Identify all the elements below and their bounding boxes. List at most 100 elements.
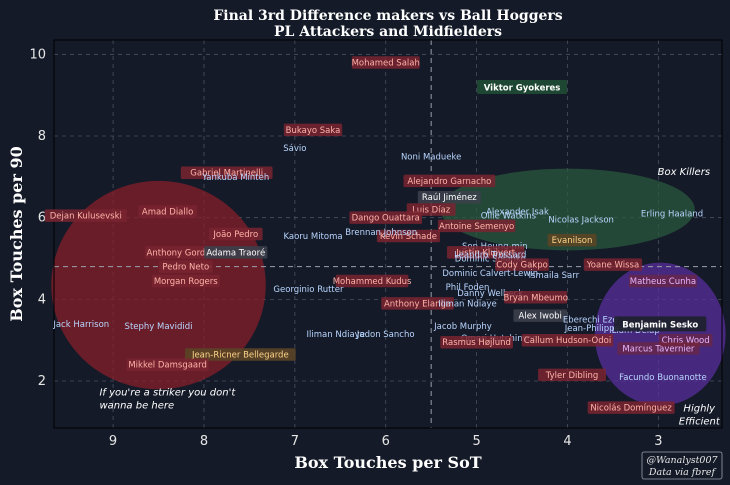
point-evanilson: Evanilson (552, 236, 593, 246)
point-tyler-dibling: Tyler Dibling (545, 371, 599, 381)
point-matheus-cunha: Matheus Cunha (630, 277, 696, 287)
point-noni-madueke: Noni Madueke (401, 152, 461, 162)
point-alexander-isak: Alexander Isak (486, 208, 549, 218)
point-jack-harrison: Jack Harrison (52, 320, 109, 330)
point-leandro-trossard: Leandro Trossard (454, 250, 526, 260)
point-label-bg-jean-ricner-bellegarde (184, 348, 296, 361)
point-label-bg-callum-hudson-odoi (521, 333, 614, 347)
point-label-bg-raul-jimenez (417, 190, 481, 204)
point-label-bg-mohamed-salah (351, 56, 420, 69)
point-ismaila-sarr: Ismaila Sarr (529, 271, 580, 281)
point-rasmus-h-jlund: Rasmus Højlund (442, 338, 511, 348)
point-iliman-ndiaye: Iliman Ndiaye (438, 299, 496, 309)
point-jean-ricner-bellegarde: Jean-Ricner Bellegarde (191, 350, 289, 360)
point-stephy-mavididi: Stephy Mavididi (125, 322, 193, 332)
point-dominic-solanke: Dominic Solanke (455, 254, 526, 264)
point-label-bg-morgan-rogers (151, 274, 220, 288)
point-justin-kluivert: Justin Kluivert (455, 248, 516, 258)
point-marcus-tavernier: Marcus Tavernier (622, 344, 695, 354)
point-nicolas-dominguez: Nicolás Domínguez (590, 404, 672, 414)
region-annotation-killers: Box Killers (658, 167, 710, 178)
region-annotation-striker: If you're a striker you don't wanna be he… (99, 387, 236, 411)
point-label-bg-alex-iwobi (513, 309, 568, 322)
point-yoane-wissa: Yoane Wissa (586, 261, 639, 271)
point-label-bg-dango-ouattara (349, 211, 423, 224)
point-label-bg-alejandro-garnacho (403, 174, 496, 188)
x-tick-label: 3 (654, 434, 662, 449)
point-bryan-mbeumo: Bryan Mbeumo (503, 293, 567, 303)
y-tick-label: 4 (38, 292, 46, 307)
point-callum-hudson-odoi: Callum Hudson-Odoi (524, 336, 611, 346)
point-label-bg-joao-pedro (208, 227, 263, 241)
point-brennan-johnson: Brennan Johnson (345, 228, 417, 238)
point-label-bg-rasmus-h-jlund (440, 335, 513, 349)
point-dominic-calvert-lewin: Dominic Calvert-Lewin (442, 269, 538, 279)
point-label-bg-bukayo-saka (283, 123, 343, 137)
plot-frame (53, 39, 723, 429)
point-mohammed-kudus: Mohammed Kudus (333, 277, 412, 287)
point-label-bg-bryan-mbeumo (504, 291, 568, 304)
point-label-bg-antoine-semenyo (437, 219, 516, 233)
point-label-bg-anthony-gordon (144, 246, 218, 259)
point-mohamed-salah: Mohamed Salah (352, 58, 420, 68)
point-luis-diaz: Luis Díaz (412, 205, 451, 215)
point-kaoru-mitoma: Kaoru Mitoma (283, 232, 342, 242)
point-ollie-watkins: Ollie Watkins (481, 212, 537, 222)
point-label-bg-benjamin-sesko (614, 316, 707, 332)
point-label-bg-pedro-neto (158, 260, 213, 273)
chart-title-line2: PL Attackers and Midfielders (274, 24, 502, 40)
point-label-bg-cody-gakpo (495, 258, 549, 271)
point-adama-traore: Adama Traoré (206, 247, 265, 258)
point-yankuba-minteh: Yankuba Minteh (201, 173, 269, 183)
point-eberechi-eze: Eberechi Eze (563, 316, 618, 326)
point-label-bg-evanilson (547, 233, 597, 247)
x-tick-label: 8 (200, 434, 208, 449)
plot-area: 9 8 7 6 5 4 3 2 4 6 8 10 If you're a striker you don… (29, 39, 726, 449)
region-annotation-efficient: Highly Efficient (679, 404, 721, 428)
x-tick-label: 7 (291, 434, 299, 449)
x-tick-label: 5 (472, 434, 480, 449)
point-label-bg-nicolas-dominguez (587, 401, 675, 414)
x-axis-label: Box Touches per SoT (294, 453, 481, 472)
point-label-bg-dejan-kulusevski (44, 209, 127, 222)
x-tick-label: 9 (109, 434, 117, 449)
point-jadon-sancho: Jadon Sancho (356, 330, 415, 340)
point-label-bg-justin-kluivert (447, 246, 525, 259)
point-erling-haaland: Erling Haaland (641, 210, 703, 220)
point-anthony-elanga: Anthony Elanga (384, 299, 451, 309)
point-label-bg-marcus-tavernier (617, 342, 700, 355)
point-alejandro-garnacho: Alejandro Garnacho (407, 177, 491, 187)
point-label-bg-viktor-gyokeres (477, 79, 568, 94)
point-bukayo-saka: Bukayo Saka (286, 126, 341, 136)
point-nicolas-jackson: Nicolas Jackson (548, 216, 614, 226)
chart-title-line1: Final 3rd Difference makers vs Ball Hogg… (213, 8, 562, 24)
point-kevin-schade: Kevin Schade (380, 232, 437, 242)
y-tick-label: 10 (29, 47, 46, 62)
point-cody-gakpo: Cody Gakpo (496, 261, 548, 271)
point-jacob-murphy: Jacob Murphy (433, 322, 492, 332)
point-label-bg-adama-traore (204, 246, 268, 259)
point-label-bg-tyler-dibling (538, 368, 606, 382)
point-dejan-kulusevski: Dejan Kulusevski (50, 212, 122, 222)
point-anthony-gordon: Anthony Gordon (147, 248, 216, 258)
y-tick-label: 6 (38, 211, 46, 226)
credit-source: Data via fbref (648, 467, 717, 478)
point-label-bg-kevin-schade (376, 229, 441, 243)
x-tick-label: 4 (563, 434, 571, 449)
point-label-bg-matheus-cunha (628, 274, 697, 288)
point-gabriel-martinelli: Gabriel Martinelli (190, 169, 263, 179)
point-antoine-semenyo: Antoine Semenyo (439, 222, 514, 232)
point-amad-diallo: Amad Diallo (142, 208, 193, 218)
point-benjamin-sesko: Benjamin Sesko (622, 321, 698, 331)
point-chris-wood: Chris Wood (662, 336, 710, 346)
point-label-bg-amad-diallo (138, 205, 197, 218)
point-phil-foden: Phil Foden (446, 283, 490, 293)
point-jean-philippe-mateta: Jean-Philippe Mateta (564, 324, 652, 334)
y-tick-label: 8 (38, 129, 46, 144)
point-label-bg-anthony-elanga (381, 297, 454, 310)
point-danny-welbeck: Danny Welbeck (457, 289, 523, 299)
point-facundo-buonanotte: Facundo Buonanotte (619, 373, 707, 383)
point-viktor-gyokeres: Viktor Gyokeres (484, 83, 561, 93)
point-joao-pedro: João Pedro (212, 230, 258, 240)
